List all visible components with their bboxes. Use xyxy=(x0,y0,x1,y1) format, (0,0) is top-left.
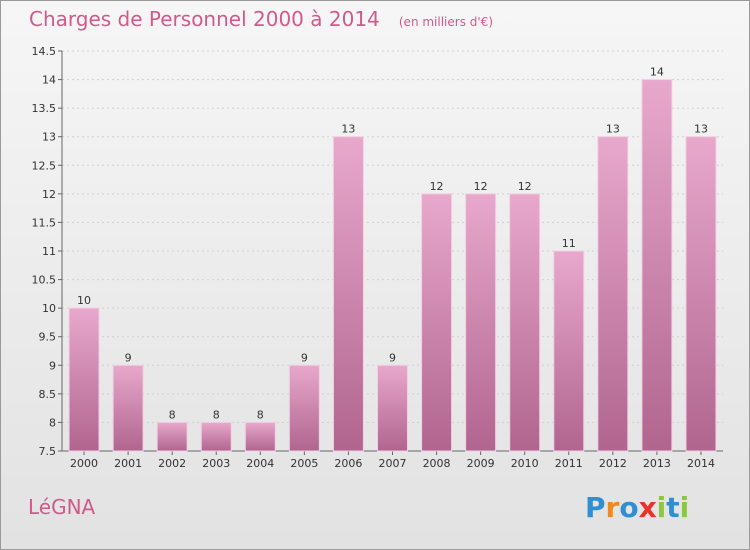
bar-value-label: 12 xyxy=(430,180,444,193)
bar xyxy=(288,364,320,452)
y-tick-label: 9 xyxy=(49,359,56,372)
logo-letter: x xyxy=(638,491,657,524)
y-tick-label: 11.5 xyxy=(32,216,57,229)
bar xyxy=(377,364,408,452)
y-tick-label: 14 xyxy=(42,74,56,87)
x-tick-label: 2004 xyxy=(246,457,274,470)
bar xyxy=(156,421,188,452)
bar-value-label: 12 xyxy=(474,180,488,193)
x-tick-label: 2001 xyxy=(114,457,142,470)
bar xyxy=(421,193,453,452)
x-tick-label: 2002 xyxy=(158,457,186,470)
logo-letter: t xyxy=(666,491,680,524)
bar xyxy=(68,307,100,452)
y-tick-label: 10.5 xyxy=(32,274,57,287)
bar xyxy=(641,79,673,452)
logo-letter: i xyxy=(656,491,667,524)
logo-letter: i xyxy=(679,491,690,524)
x-tick-label: 2007 xyxy=(379,457,407,470)
bar-value-label: 9 xyxy=(389,351,396,364)
y-tick-label: 13.5 xyxy=(32,102,57,115)
chart-subtitle: (en milliers d'€) xyxy=(398,15,493,29)
logo-letter: P xyxy=(585,491,606,524)
y-tick-label: 10 xyxy=(42,302,56,315)
x-tick-label: 2008 xyxy=(423,457,451,470)
bar-value-label: 10 xyxy=(77,294,91,307)
logo-letter: r xyxy=(605,491,620,524)
x-tick-label: 2011 xyxy=(555,457,583,470)
bar xyxy=(244,421,276,452)
proxiti-logo: Proxiti xyxy=(585,491,689,524)
bar xyxy=(597,136,629,452)
bar-value-label: 13 xyxy=(606,123,620,136)
x-tick-label: 2012 xyxy=(599,457,627,470)
x-tick-label: 2003 xyxy=(202,457,230,470)
y-tick-label: 13 xyxy=(42,131,56,144)
bar xyxy=(465,193,497,452)
bar-value-label: 9 xyxy=(125,351,132,364)
bar xyxy=(509,193,541,452)
y-tick-label: 9.5 xyxy=(39,331,57,344)
x-tick-label: 2000 xyxy=(70,457,98,470)
bar xyxy=(685,136,717,452)
y-tick-label: 12.5 xyxy=(32,159,57,172)
bar xyxy=(553,250,585,452)
title-row: Charges de Personnel 2000 à 2014 (en mil… xyxy=(29,7,493,31)
y-tick-label: 11 xyxy=(42,245,56,258)
x-tick-label: 2009 xyxy=(467,457,495,470)
x-tick-label: 2014 xyxy=(687,457,715,470)
commune-name: LéGNA xyxy=(28,495,96,519)
labels: 7.5 8 8.5 9 9.5 10 10.5 11 11.5 12 12.5 13 13.5 14 14.… xyxy=(32,45,715,470)
bars xyxy=(68,79,717,452)
x-tick-label: 2005 xyxy=(290,457,318,470)
bar-value-label: 11 xyxy=(562,237,576,250)
bar-value-label: 14 xyxy=(650,66,664,79)
bar-value-label: 13 xyxy=(341,123,355,136)
bar xyxy=(112,364,144,452)
bar-value-label: 8 xyxy=(169,408,176,421)
y-tick-label: 14.5 xyxy=(32,45,57,58)
bar xyxy=(332,136,364,452)
bar-value-label: 12 xyxy=(518,180,532,193)
y-tick-label: 8 xyxy=(49,416,56,429)
y-tick-label: 12 xyxy=(42,188,56,201)
bar-value-label: 8 xyxy=(213,408,220,421)
x-tick-label: 2013 xyxy=(643,457,671,470)
y-tick-label: 7.5 xyxy=(39,445,57,458)
bar-value-label: 9 xyxy=(301,351,308,364)
logo-letter: o xyxy=(619,491,639,524)
bar xyxy=(200,421,232,452)
bar-value-label: 8 xyxy=(257,408,264,421)
x-tick-label: 2006 xyxy=(334,457,362,470)
y-tick-label: 8.5 xyxy=(39,388,57,401)
bar-value-label: 13 xyxy=(694,123,708,136)
x-tick-label: 2010 xyxy=(511,457,539,470)
chart-title: Charges de Personnel 2000 à 2014 xyxy=(29,7,380,31)
